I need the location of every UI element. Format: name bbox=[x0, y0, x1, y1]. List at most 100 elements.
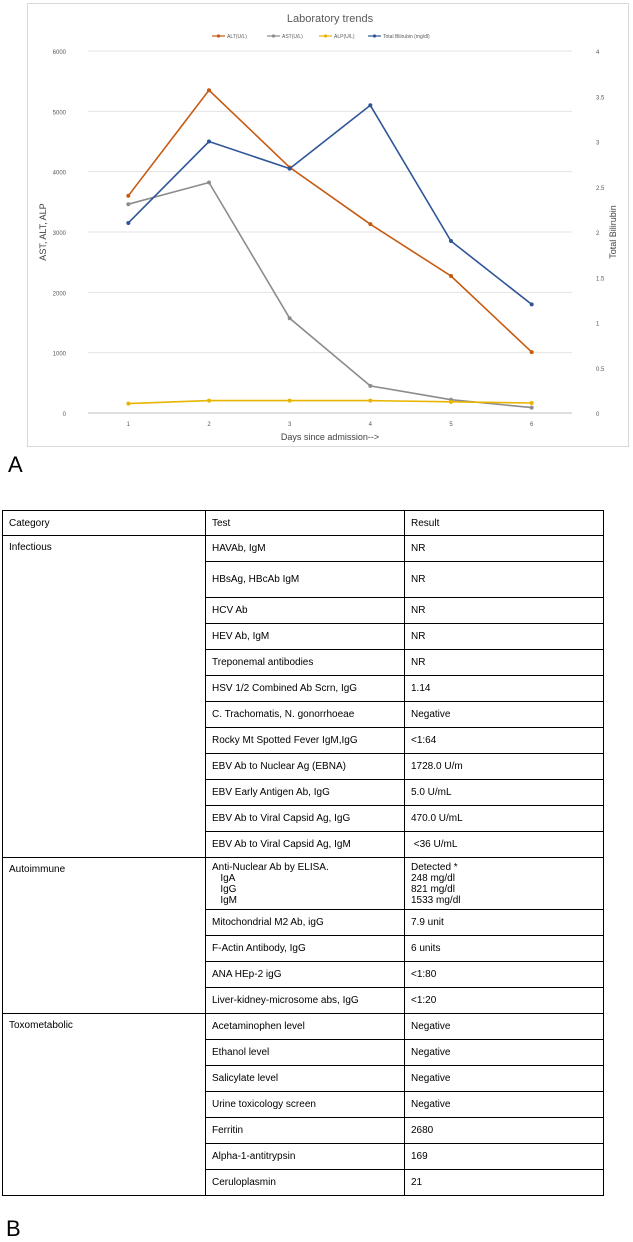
category-cell: Infectious bbox=[2, 535, 206, 858]
y-axis-label: AST, ALT, ALP bbox=[38, 203, 48, 260]
x-tick-label: 3 bbox=[288, 422, 292, 428]
legend-label: ALP(U/L) bbox=[334, 34, 355, 40]
table-header-row: Category Test Result bbox=[2, 510, 604, 536]
test-cell: EBV Ab to Nuclear Ag (EBNA) bbox=[205, 753, 405, 780]
series-line-4 bbox=[127, 104, 533, 306]
lab-results-body: Category Test Result Infectious HAVAb, Ig… bbox=[2, 510, 604, 1196]
test-cell: Ethanol level bbox=[205, 1039, 405, 1066]
series-point-2 bbox=[529, 405, 534, 410]
legend-marker-icon bbox=[216, 34, 221, 38]
series-point-3 bbox=[529, 401, 534, 406]
table-row: Alpha-1-antitrypsin 169 bbox=[3, 1143, 604, 1170]
y-tick-label: 0 bbox=[63, 412, 67, 418]
table-row: Infectious HAVAb, IgM NR bbox=[2, 535, 604, 858]
test-cell: Alpha-1-antitrypsin bbox=[205, 1143, 405, 1170]
test-cell: ANA HEp-2 igG bbox=[205, 961, 405, 988]
legend-label: Total Bilirubin (mg/dl) bbox=[383, 34, 430, 40]
result-cell: Negative bbox=[404, 1065, 604, 1092]
y-tick-label: 3000 bbox=[53, 231, 67, 237]
series-point-1 bbox=[368, 222, 373, 227]
test-cell: F-Actin Antibody, IgG bbox=[205, 935, 405, 962]
y2-axis-label: Total Bilirubin bbox=[608, 205, 618, 259]
result-cell: <1:80 bbox=[404, 961, 604, 988]
result-cell: 1728.0 U/m bbox=[404, 753, 604, 780]
test-cell: C. Trachomatis, N. gonorrhoeae bbox=[205, 701, 405, 728]
test-cell: Mitochondrial M2 Ab, igG bbox=[205, 909, 405, 936]
result-cell: 6 units bbox=[404, 935, 604, 962]
category-cell: Autoimmune bbox=[2, 857, 206, 1014]
y-tick-label: 2000 bbox=[53, 291, 67, 297]
header-category: Category bbox=[2, 510, 206, 536]
legend-label: AST(U/L) bbox=[282, 34, 303, 40]
series-point-2 bbox=[368, 383, 373, 388]
series-point-3 bbox=[287, 398, 292, 403]
y2-tick-label: 2.5 bbox=[596, 186, 605, 192]
series-point-4 bbox=[207, 139, 211, 144]
test-cell: Ferritin bbox=[205, 1117, 405, 1144]
result-cell: NR bbox=[404, 649, 604, 676]
header-test: Test bbox=[205, 510, 405, 536]
lab-results-table: Category Test Result Infectious HAVAb, Ig… bbox=[2, 510, 604, 1196]
test-cell: Treponemal antibodies bbox=[205, 649, 405, 676]
test-cell: Acetaminophen level bbox=[205, 1013, 405, 1040]
chart-panel: 0 1000 2000 3000 4000 5000 6000 0 0.5 1 1.5 2 2.5 3 3.… bbox=[27, 3, 629, 447]
test-cell: HEV Ab, IgM bbox=[205, 623, 405, 650]
y-tick-label: 1000 bbox=[53, 352, 67, 358]
result-cell: <36 U/mL bbox=[404, 831, 604, 858]
x-tick-label: 5 bbox=[449, 422, 453, 428]
test-cell: EBV Early Antigen Ab, IgG bbox=[205, 779, 405, 806]
result-cell: Detected * 248 mg/dl 821 mg/dl 1533 mg/d… bbox=[404, 857, 604, 910]
result-cell: 21 bbox=[404, 1169, 604, 1196]
series-point-4 bbox=[126, 220, 131, 225]
test-cell: EBV Ab to Viral Capsid Ag, IgM bbox=[205, 831, 405, 858]
series-point-2 bbox=[207, 180, 211, 185]
series-point-4 bbox=[529, 302, 534, 307]
result-cell: NR bbox=[404, 535, 604, 562]
result-cell: <1:64 bbox=[404, 727, 604, 754]
table-row: C. Trachomatis, N. gonorrhoeae Negative bbox=[3, 701, 604, 728]
legend-marker-icon bbox=[372, 34, 377, 38]
table-row: EBV Ab to Viral Capsid Ag, IgG 470.0 U/mL bbox=[3, 805, 604, 832]
table-row: HBsAg, HBcAb IgM NR bbox=[3, 561, 604, 598]
result-cell: Negative bbox=[404, 1091, 604, 1118]
table-row: ANA HEp-2 igG <1:80 bbox=[3, 961, 604, 988]
result-cell: 470.0 U/mL bbox=[404, 805, 604, 832]
table-row: HEV Ab, IgM NR bbox=[3, 623, 604, 650]
test-cell: Anti-Nuclear Ab by ELISA. IgA IgG IgM bbox=[205, 857, 405, 910]
table-row: F-Actin Antibody, IgG 6 units bbox=[3, 935, 604, 962]
test-cell: HCV Ab bbox=[205, 597, 405, 624]
header-result: Result bbox=[404, 510, 604, 536]
y2-tick-label: 4 bbox=[596, 50, 600, 56]
y2-tick-label: 1.5 bbox=[596, 276, 605, 282]
series-line-2 bbox=[128, 181, 532, 409]
result-cell: 169 bbox=[404, 1143, 604, 1170]
series-point-1 bbox=[126, 193, 131, 198]
result-cell: NR bbox=[404, 561, 604, 598]
panel-label-b: B bbox=[6, 1216, 21, 1241]
x-axis-label: Days since admission--> bbox=[281, 432, 379, 442]
table-row: Mitochondrial M2 Ab, igG 7.9 unit bbox=[3, 909, 604, 936]
x-tick-label: 6 bbox=[530, 422, 534, 428]
y-tick-label: 6000 bbox=[53, 50, 67, 56]
test-cell: Rocky Mt Spotted Fever IgM,IgG bbox=[205, 727, 405, 754]
table-row: Toxometabolic Acetaminophen level Negative bbox=[2, 1013, 604, 1196]
result-cell: NR bbox=[404, 597, 604, 624]
series-point-2 bbox=[126, 202, 131, 207]
result-cell: 2680 bbox=[404, 1117, 604, 1144]
series-point-1 bbox=[449, 274, 453, 279]
result-cell: NR bbox=[404, 623, 604, 650]
test-cell: EBV Ab to Viral Capsid Ag, IgG bbox=[205, 805, 405, 832]
test-cell: HBsAg, HBcAb IgM bbox=[205, 561, 405, 598]
test-cell: HSV 1/2 Combined Ab Scrn, IgG bbox=[205, 675, 405, 702]
series-point-3 bbox=[368, 398, 373, 403]
result-cell: 7.9 unit bbox=[404, 909, 604, 936]
series-line-3 bbox=[128, 399, 532, 405]
table-row: EBV Early Antigen Ab, IgG 5.0 U/mL bbox=[3, 779, 604, 806]
series-point-1 bbox=[529, 350, 534, 355]
result-cell: Negative bbox=[404, 1013, 604, 1040]
legend-label: ALT(U/L) bbox=[227, 34, 247, 40]
chart-title: Laboratory trends bbox=[287, 13, 374, 25]
series-point-2 bbox=[287, 316, 292, 321]
test-cell: HAVAb, IgM bbox=[205, 535, 405, 562]
series-point-1 bbox=[207, 88, 211, 93]
